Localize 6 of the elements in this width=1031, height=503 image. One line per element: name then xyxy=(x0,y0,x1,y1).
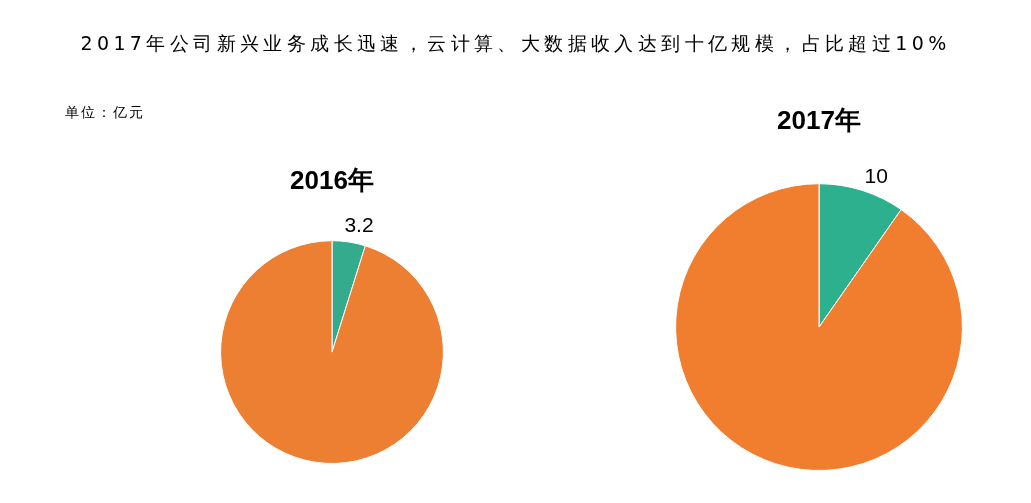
chart-title: 2016年 xyxy=(290,164,374,195)
text: 2017年公司新兴业务成长迅速，云计算、大数据收入达到十亿规模，占比超过10% xyxy=(79,31,952,56)
data-label: 3.2 xyxy=(344,213,374,237)
data-label: 10 xyxy=(864,164,888,188)
text: 单位：亿元 xyxy=(65,104,145,122)
chart-title: 2017年 xyxy=(777,104,861,135)
